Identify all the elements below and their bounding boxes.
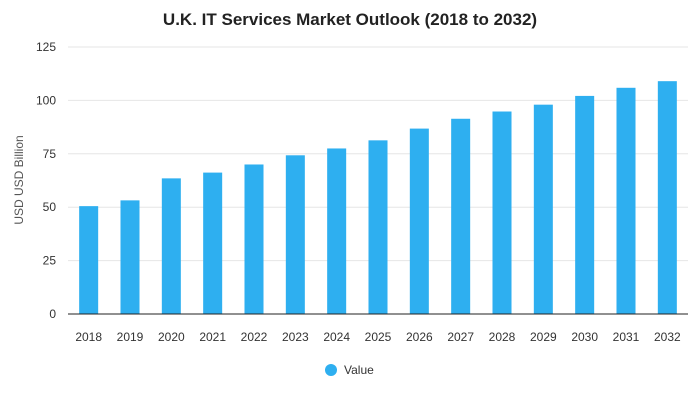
x-tick-label: 2028 xyxy=(489,330,516,344)
y-tick-label: 50 xyxy=(43,200,57,214)
y-tick-label: 125 xyxy=(36,40,56,54)
bar-2019[interactable] xyxy=(120,200,140,314)
bar-2018[interactable] xyxy=(79,206,99,314)
legend-label-value: Value xyxy=(344,363,374,377)
x-tick-label: 2026 xyxy=(406,330,433,344)
bar-2022[interactable] xyxy=(244,164,264,314)
y-tick-label: 0 xyxy=(49,307,56,321)
x-tick-label: 2021 xyxy=(199,330,226,344)
y-tick-label: 100 xyxy=(36,93,56,107)
x-tick-label: 2020 xyxy=(158,330,185,344)
bar-2026[interactable] xyxy=(409,128,429,314)
bar-2030[interactable] xyxy=(575,95,595,314)
bar-2031[interactable] xyxy=(616,87,636,314)
x-tick-label: 2031 xyxy=(613,330,640,344)
x-axis: 2018 2019 2020 2021 2022 2023 2024 2025 2026 2027… xyxy=(68,313,688,344)
bar-2020[interactable] xyxy=(161,178,181,314)
x-tick-label: 2027 xyxy=(447,330,474,344)
x-tick-label: 2019 xyxy=(117,330,144,344)
x-tick-label: 2025 xyxy=(365,330,392,344)
y-axis: 0 25 50 75 100 125 xyxy=(36,40,56,321)
x-tick-label: 2032 xyxy=(654,330,681,344)
x-tick-label: 2029 xyxy=(530,330,557,344)
bar-2028[interactable] xyxy=(492,111,512,314)
x-tick-label: 2023 xyxy=(282,330,309,344)
x-tick-label: 2018 xyxy=(75,330,102,344)
bar-2032[interactable] xyxy=(657,81,677,315)
bars xyxy=(79,81,677,315)
y-tick-label: 25 xyxy=(43,254,57,268)
bar-2023[interactable] xyxy=(285,155,305,314)
y-axis-title: USD USD Billion xyxy=(12,135,26,224)
legend-marker-value xyxy=(325,364,337,376)
x-tick-label: 2022 xyxy=(241,330,268,344)
legend: Value xyxy=(325,363,374,377)
bar-2029[interactable] xyxy=(533,104,553,314)
bar-2024[interactable] xyxy=(327,148,347,314)
bar-2025[interactable] xyxy=(368,140,388,314)
chart-title: U.K. IT Services Market Outlook (2018 to… xyxy=(163,10,537,29)
x-tick-label: 2024 xyxy=(323,330,350,344)
bar-2021[interactable] xyxy=(203,172,223,314)
x-tick-label: 2030 xyxy=(571,330,598,344)
y-tick-label: 75 xyxy=(43,147,57,161)
bar-2027[interactable] xyxy=(451,118,471,315)
